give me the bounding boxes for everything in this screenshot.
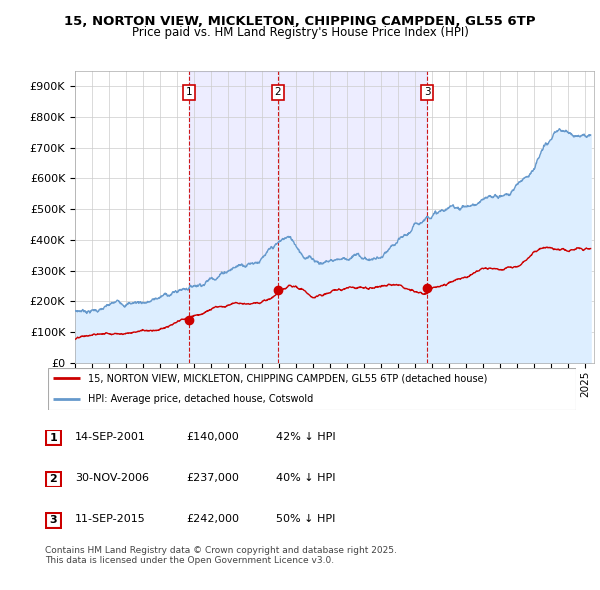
Text: Price paid vs. HM Land Registry's House Price Index (HPI): Price paid vs. HM Land Registry's House … [131,26,469,39]
Text: 11-SEP-2015: 11-SEP-2015 [75,514,146,524]
Text: 14-SEP-2001: 14-SEP-2001 [75,432,146,441]
Text: 3: 3 [50,516,57,525]
Text: 3: 3 [424,87,431,97]
Text: £237,000: £237,000 [186,473,239,483]
Text: This data is licensed under the Open Government Licence v3.0.: This data is licensed under the Open Gov… [45,556,334,565]
Text: 2: 2 [50,474,57,484]
Text: Contains HM Land Registry data © Crown copyright and database right 2025.: Contains HM Land Registry data © Crown c… [45,546,397,555]
Text: 40% ↓ HPI: 40% ↓ HPI [276,473,335,483]
Text: 15, NORTON VIEW, MICKLETON, CHIPPING CAMPDEN, GL55 6TP: 15, NORTON VIEW, MICKLETON, CHIPPING CAM… [64,15,536,28]
Text: £242,000: £242,000 [186,514,239,524]
Text: £140,000: £140,000 [186,432,239,441]
Text: 15, NORTON VIEW, MICKLETON, CHIPPING CAMPDEN, GL55 6TP (detached house): 15, NORTON VIEW, MICKLETON, CHIPPING CAM… [88,373,487,383]
Text: 42% ↓ HPI: 42% ↓ HPI [276,432,335,441]
Text: 1: 1 [186,87,193,97]
Text: HPI: Average price, detached house, Cotswold: HPI: Average price, detached house, Cots… [88,395,313,404]
Text: 30-NOV-2006: 30-NOV-2006 [75,473,149,483]
Text: 1: 1 [50,433,57,442]
Text: 50% ↓ HPI: 50% ↓ HPI [276,514,335,524]
Text: 2: 2 [275,87,281,97]
Bar [189,71,427,363]
